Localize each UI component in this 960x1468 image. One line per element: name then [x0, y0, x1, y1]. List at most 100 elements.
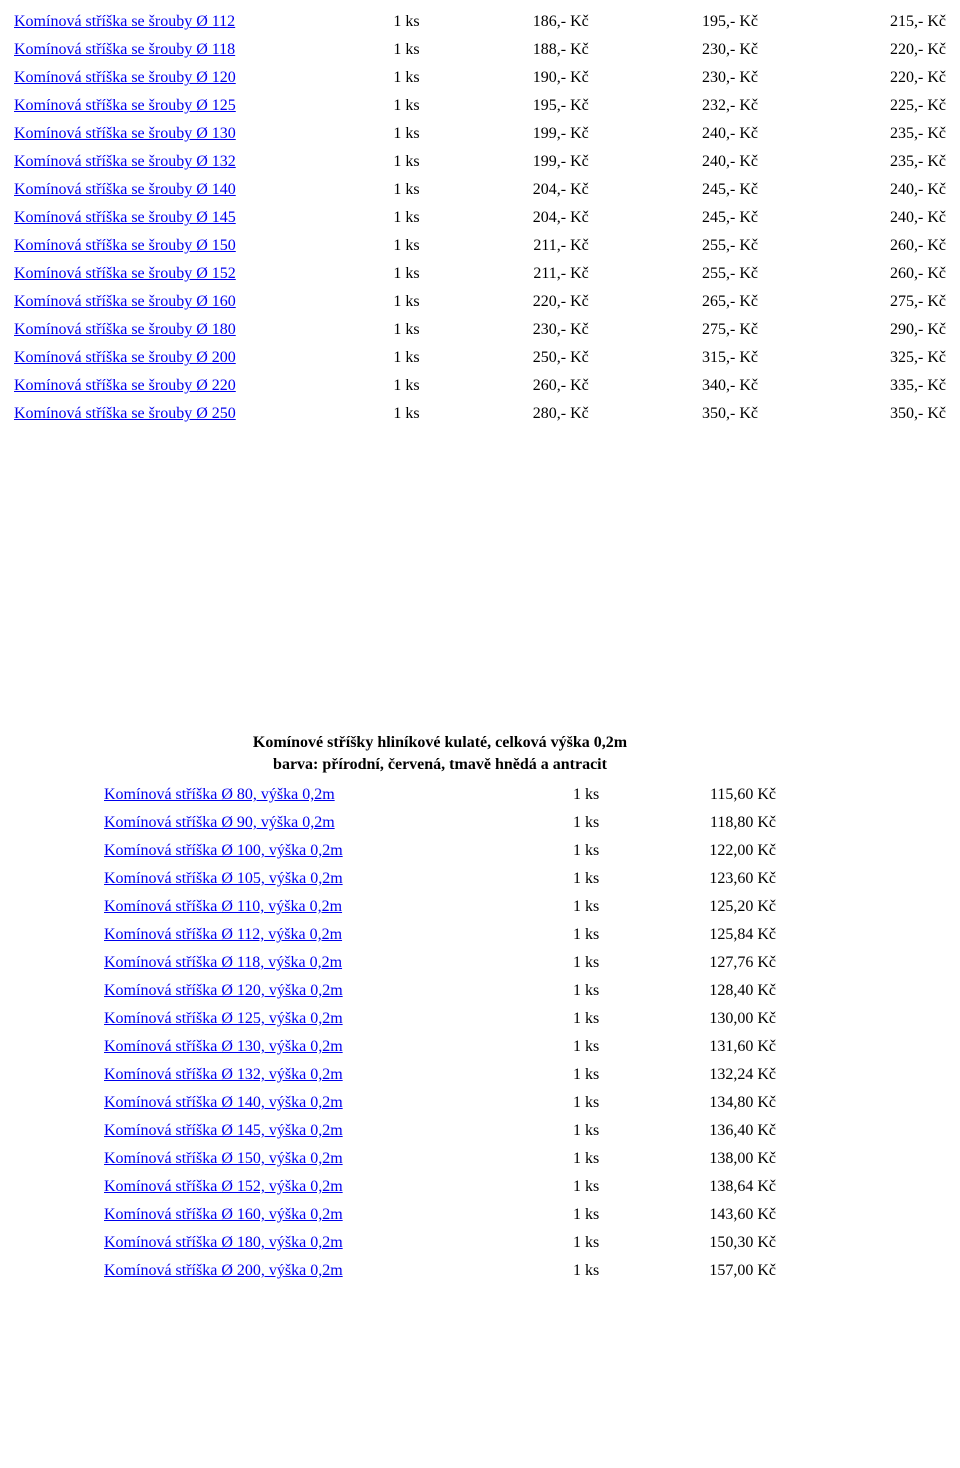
product-link[interactable]: Komínová stříška Ø 132, výška 0,2m — [104, 1066, 343, 1083]
price-cell: 211,- Kč — [424, 260, 593, 288]
currency-label: Kč — [570, 41, 589, 58]
qty-cell: 1 ks — [330, 372, 424, 400]
table-row: Komínová stříška Ø 80, výška 0,2m1 ks115… — [100, 781, 780, 809]
qty-cell: 1 ks — [522, 781, 604, 809]
price-cell: 122,00 Kč — [603, 837, 780, 865]
price-value: 215,- — [890, 13, 923, 30]
qty-cell: 1 ks — [330, 316, 424, 344]
product-name-cell: Komínová stříška se šrouby Ø 112 — [10, 8, 330, 36]
product-link[interactable]: Komínová stříška Ø 160, výška 0,2m — [104, 1206, 343, 1223]
qty-cell: 1 ks — [522, 865, 604, 893]
qty-cell: 1 ks — [522, 977, 604, 1005]
currency-label: Kč — [757, 954, 776, 971]
currency-label: Kč — [739, 265, 758, 282]
product-link[interactable]: Komínová stříška Ø 125, výška 0,2m — [104, 1010, 343, 1027]
product-link[interactable]: Komínová stříška se šrouby Ø 132 — [14, 153, 236, 170]
table-row: Komínová stříška se šrouby Ø 1401 ks204,… — [10, 176, 950, 204]
product-link[interactable]: Komínová stříška se šrouby Ø 180 — [14, 321, 236, 338]
product-name-cell: Komínová stříška Ø 160, výška 0,2m — [100, 1201, 522, 1229]
product-link[interactable]: Komínová stříška se šrouby Ø 250 — [14, 405, 236, 422]
product-name-cell: Komínová stříška Ø 180, výška 0,2m — [100, 1229, 522, 1257]
price-cell: 199,- Kč — [424, 148, 593, 176]
table-row: Komínová stříška Ø 100, výška 0,2m1 ks12… — [100, 837, 780, 865]
product-link[interactable]: Komínová stříška se šrouby Ø 145 — [14, 209, 236, 226]
product-link[interactable]: Komínová stříška Ø 152, výška 0,2m — [104, 1178, 343, 1195]
price-value: 260,- — [890, 265, 923, 282]
price-cell: 143,60 Kč — [603, 1201, 780, 1229]
qty-cell: 1 ks — [522, 1033, 604, 1061]
currency-label: Kč — [570, 181, 589, 198]
price-cell: 123,60 Kč — [603, 865, 780, 893]
currency-label: Kč — [927, 265, 946, 282]
table-row: Komínová stříška Ø 145, výška 0,2m1 ks13… — [100, 1117, 780, 1145]
currency-label: Kč — [570, 265, 589, 282]
currency-label: Kč — [757, 1066, 776, 1083]
currency-label: Kč — [927, 69, 946, 86]
table-row: Komínová stříška se šrouby Ø 1251 ks195,… — [10, 92, 950, 120]
price-cell: 134,80 Kč — [603, 1089, 780, 1117]
price-value: 199,- — [533, 153, 566, 170]
product-link[interactable]: Komínová stříška Ø 130, výška 0,2m — [104, 1038, 343, 1055]
product-link[interactable]: Komínová stříška se šrouby Ø 120 — [14, 69, 236, 86]
product-link[interactable]: Komínová stříška Ø 140, výška 0,2m — [104, 1094, 343, 1111]
price-cell: 220,- Kč — [762, 64, 950, 92]
price-table-with-one-price: Komínové stříšky hliníkové kulaté, celko… — [100, 728, 780, 1285]
price-cell: 195,- Kč — [424, 92, 593, 120]
currency-label: Kč — [570, 377, 589, 394]
product-link[interactable]: Komínová stříška Ø 100, výška 0,2m — [104, 842, 343, 859]
qty-cell: 1 ks — [330, 344, 424, 372]
price-cell: 195,- Kč — [593, 8, 762, 36]
price-cell: 190,- Kč — [424, 64, 593, 92]
product-link[interactable]: Komínová stříška Ø 105, výška 0,2m — [104, 870, 343, 887]
table-row: Komínová stříška Ø 125, výška 0,2m1 ks13… — [100, 1005, 780, 1033]
product-link[interactable]: Komínová stříška Ø 150, výška 0,2m — [104, 1150, 343, 1167]
product-link[interactable]: Komínová stříška se šrouby Ø 150 — [14, 237, 236, 254]
price-cell: 220,- Kč — [762, 36, 950, 64]
product-link[interactable]: Komínová stříška Ø 112, výška 0,2m — [104, 926, 342, 943]
product-link[interactable]: Komínová stříška se šrouby Ø 112 — [14, 13, 235, 30]
product-link[interactable]: Komínová stříška se šrouby Ø 118 — [14, 41, 235, 58]
product-name-cell: Komínová stříška Ø 112, výška 0,2m — [100, 921, 522, 949]
currency-label: Kč — [757, 1010, 776, 1027]
table-row: Komínová stříška se šrouby Ø 1501 ks211,… — [10, 232, 950, 260]
product-link[interactable]: Komínová stříška Ø 120, výška 0,2m — [104, 982, 343, 999]
product-name-cell: Komínová stříška se šrouby Ø 140 — [10, 176, 330, 204]
price-cell: 220,- Kč — [424, 288, 593, 316]
product-name-cell: Komínová stříška Ø 130, výška 0,2m — [100, 1033, 522, 1061]
product-link[interactable]: Komínová stříška se šrouby Ø 160 — [14, 293, 236, 310]
qty-cell: 1 ks — [522, 1257, 604, 1285]
product-link[interactable]: Komínová stříška se šrouby Ø 130 — [14, 125, 236, 142]
product-link[interactable]: Komínová stříška se šrouby Ø 152 — [14, 265, 236, 282]
product-link[interactable]: Komínová stříška se šrouby Ø 140 — [14, 181, 236, 198]
product-link[interactable]: Komínová stříška se šrouby Ø 125 — [14, 97, 236, 114]
currency-label: Kč — [757, 786, 776, 803]
table-row: Komínová stříška Ø 160, výška 0,2m1 ks14… — [100, 1201, 780, 1229]
product-link[interactable]: Komínová stříška Ø 90, výška 0,2m — [104, 814, 335, 831]
currency-label: Kč — [757, 842, 776, 859]
product-link[interactable]: Komínová stříška Ø 118, výška 0,2m — [104, 954, 342, 971]
price-cell: 250,- Kč — [424, 344, 593, 372]
currency-label: Kč — [757, 1206, 776, 1223]
product-link[interactable]: Komínová stříška Ø 145, výška 0,2m — [104, 1122, 343, 1139]
product-link[interactable]: Komínová stříška Ø 110, výška 0,2m — [104, 898, 342, 915]
product-link[interactable]: Komínová stříška Ø 180, výška 0,2m — [104, 1234, 343, 1251]
currency-label: Kč — [570, 293, 589, 310]
product-link[interactable]: Komínová stříška Ø 80, výška 0,2m — [104, 786, 335, 803]
table-row: Komínová stříška Ø 105, výška 0,2m 1 ks12… — [100, 865, 780, 893]
price-value: 340,- — [702, 377, 735, 394]
table-row: Komínová stříška se šrouby Ø 2501 ks280,… — [10, 400, 950, 428]
product-link[interactable]: Komínová stříška se šrouby Ø 220 — [14, 377, 236, 394]
product-name-cell: Komínová stříška se šrouby Ø 250 — [10, 400, 330, 428]
price-value: 118,80 — [710, 814, 753, 831]
qty-cell: 1 ks — [522, 893, 604, 921]
qty-cell: 1 ks — [522, 949, 604, 977]
qty-cell: 1 ks — [522, 1061, 604, 1089]
price-cell: 290,- Kč — [762, 316, 950, 344]
product-link[interactable]: Komínová stříška se šrouby Ø 200 — [14, 349, 236, 366]
qty-cell: 1 ks — [330, 204, 424, 232]
currency-label: Kč — [739, 293, 758, 310]
product-link[interactable]: Komínová stříška Ø 200, výška 0,2m — [104, 1262, 343, 1279]
price-cell: 335,- Kč — [762, 372, 950, 400]
qty-cell: 1 ks — [330, 8, 424, 36]
table-row: Komínová stříška se šrouby Ø 1301 ks199,… — [10, 120, 950, 148]
